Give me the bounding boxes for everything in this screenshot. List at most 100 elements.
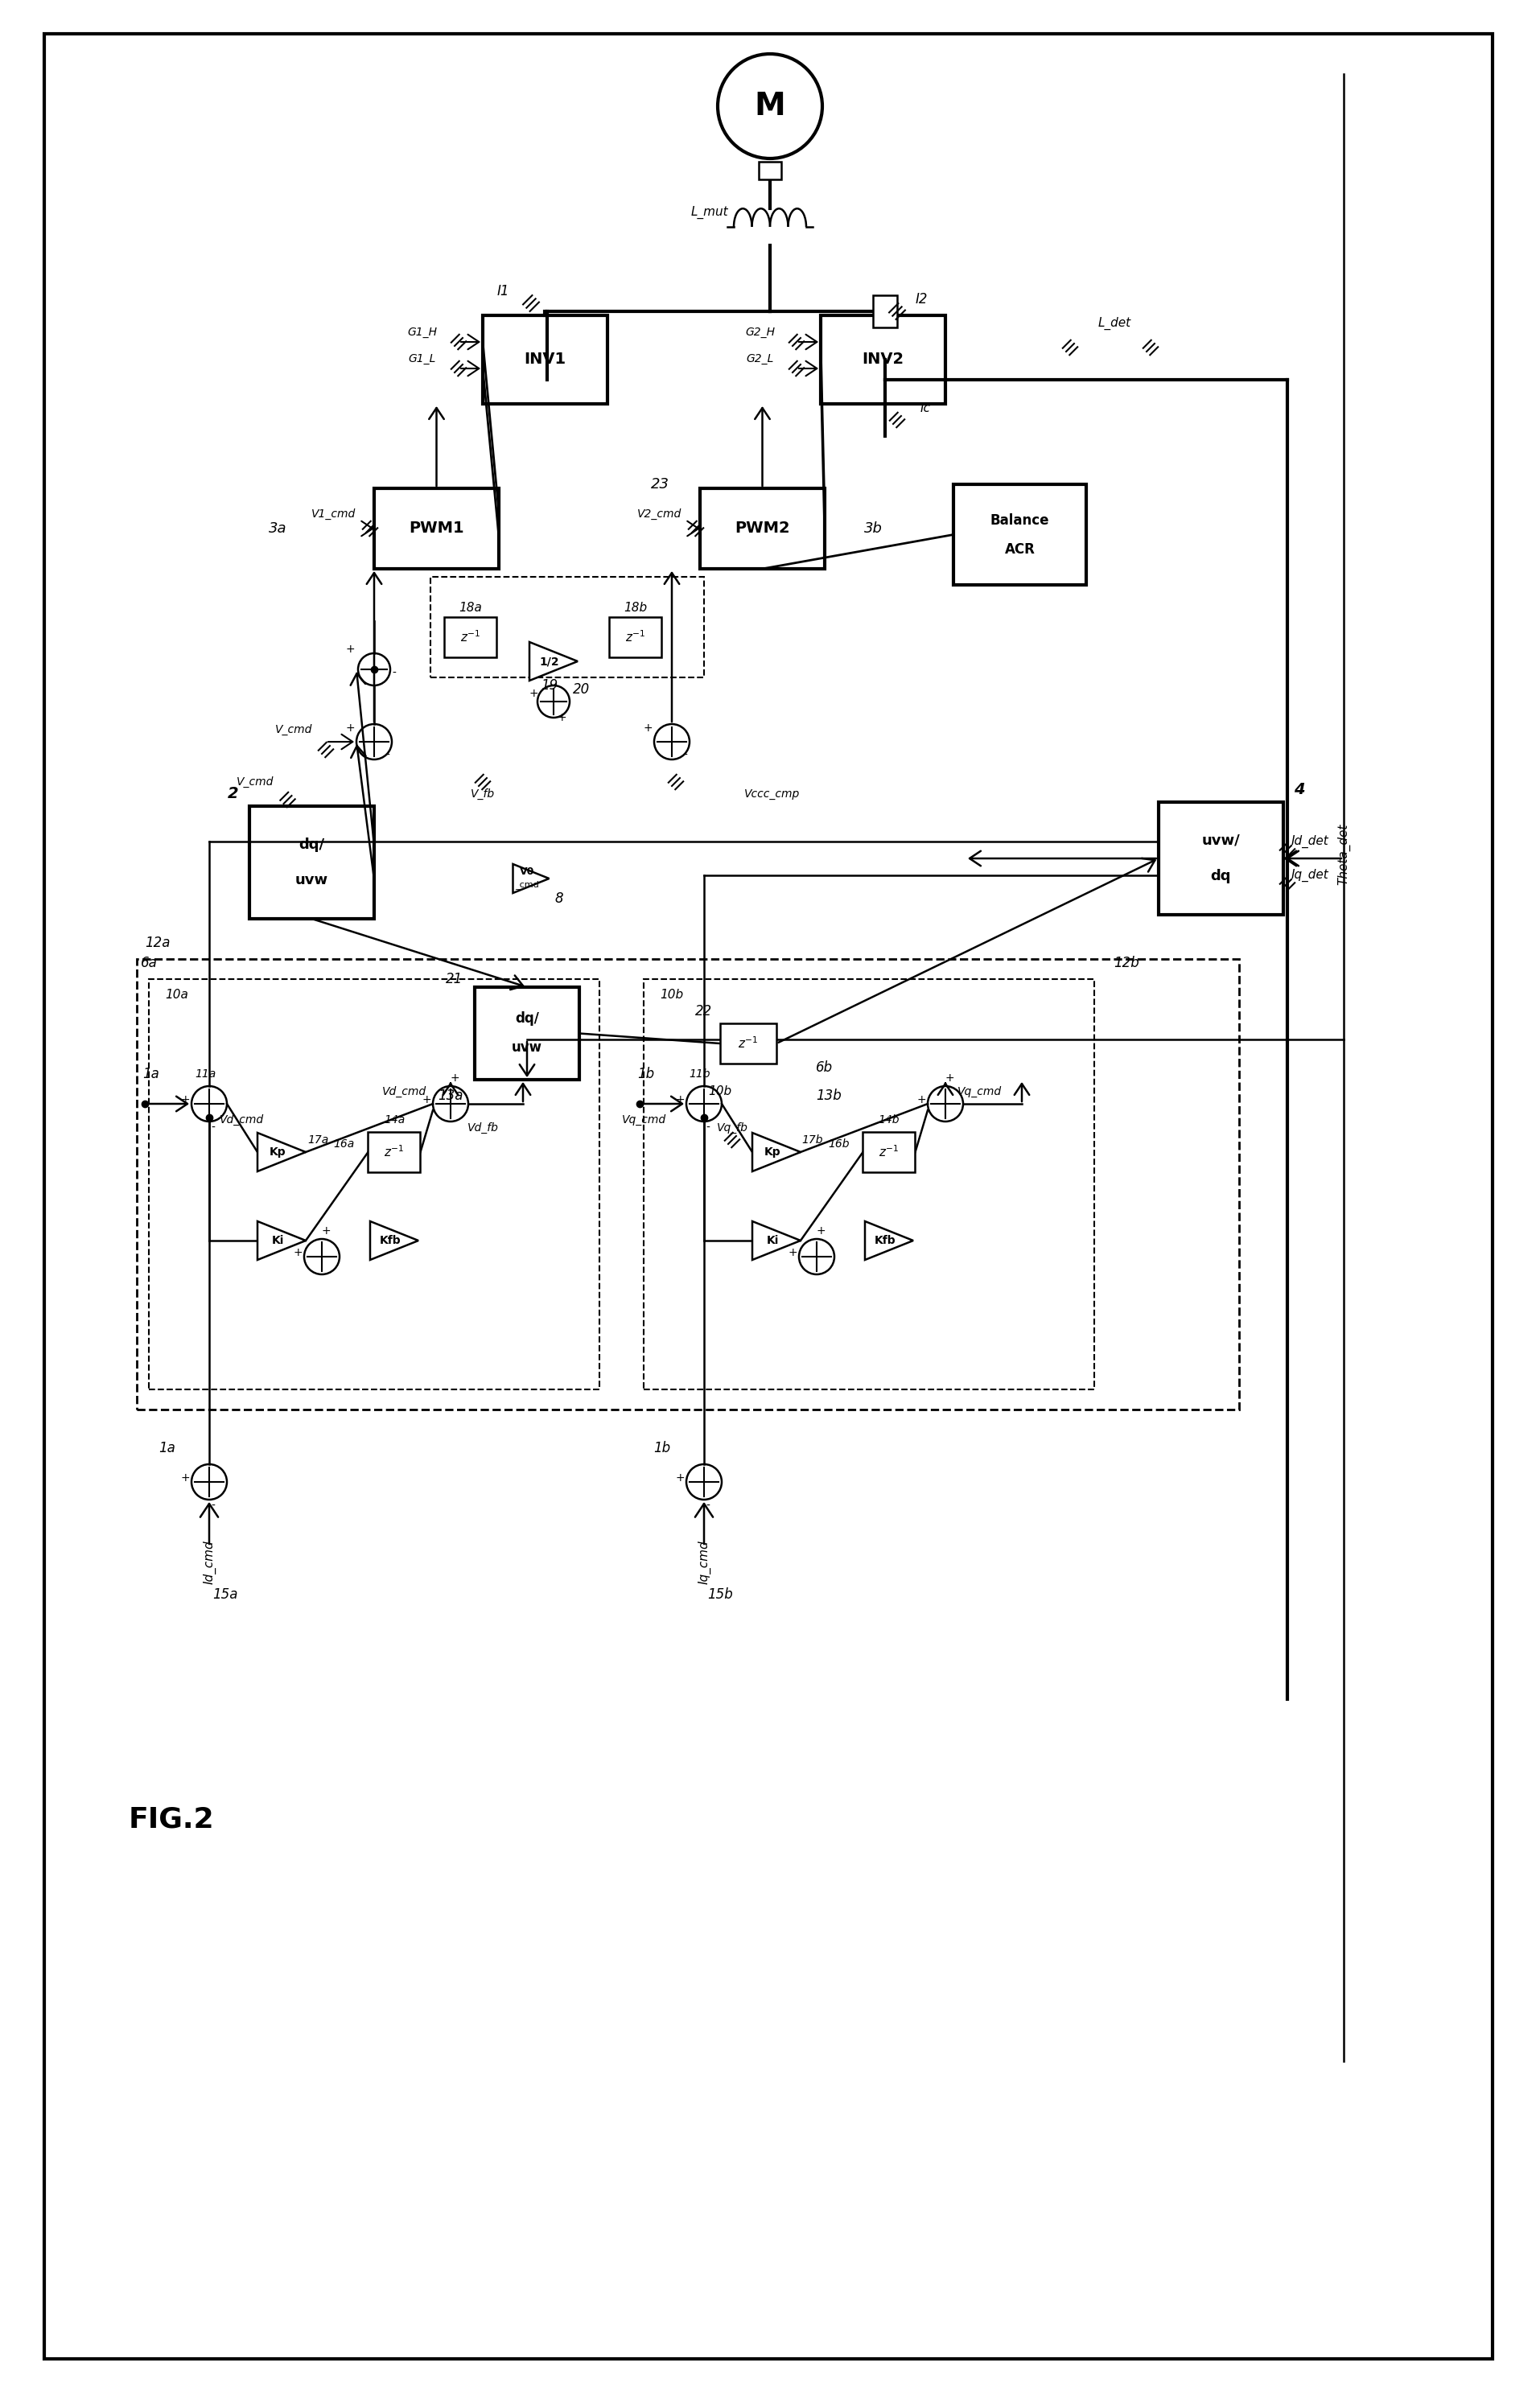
- Bar: [368, 1132, 420, 1172]
- Text: 22: 22: [695, 1003, 711, 1018]
- Text: Theta_det: Theta_det: [1337, 825, 1349, 884]
- Text: Kfb: Kfb: [379, 1234, 400, 1246]
- Text: +: +: [944, 1072, 953, 1084]
- Text: +: +: [787, 1246, 796, 1258]
- Text: dq/: dq/: [514, 1013, 539, 1027]
- Text: PWM1: PWM1: [408, 522, 464, 536]
- Bar: [953, 484, 1086, 584]
- Text: 10b: 10b: [659, 989, 682, 1001]
- Text: +: +: [528, 689, 537, 698]
- Text: 10a: 10a: [165, 989, 188, 1001]
- Text: +: +: [556, 713, 567, 724]
- Text: 6a: 6a: [140, 956, 157, 970]
- Bar: [374, 489, 499, 570]
- Text: Ki: Ki: [765, 1234, 778, 1246]
- Text: $z^{-1}$: $z^{-1}$: [383, 1144, 405, 1161]
- Text: Kp: Kp: [270, 1146, 286, 1158]
- Text: -: -: [211, 1122, 216, 1134]
- Text: 14a: 14a: [383, 1115, 405, 1125]
- Text: +: +: [450, 1072, 459, 1084]
- Text: I2: I2: [915, 293, 927, 307]
- Text: V1_cmd: V1_cmd: [311, 508, 356, 519]
- Text: uvw: uvw: [296, 872, 328, 886]
- Text: 16a: 16a: [333, 1139, 354, 1149]
- Text: _cmd: _cmd: [514, 882, 539, 889]
- Bar: [430, 577, 704, 677]
- Text: V_fb: V_fb: [470, 789, 494, 801]
- Text: 15a: 15a: [213, 1587, 237, 1601]
- Text: V0: V0: [519, 867, 534, 877]
- Text: Ic: Ic: [919, 403, 930, 415]
- Text: -: -: [385, 751, 390, 760]
- Text: 21: 21: [445, 972, 464, 987]
- Text: 17b: 17b: [801, 1134, 822, 1146]
- Text: 19: 19: [541, 679, 557, 693]
- Text: Vq_cmd: Vq_cmd: [956, 1087, 1001, 1099]
- Text: uvw: uvw: [511, 1041, 542, 1056]
- Text: Vd_fb: Vd_fb: [467, 1122, 497, 1134]
- Text: 14b: 14b: [878, 1115, 899, 1125]
- Bar: [445, 617, 496, 658]
- Text: +: +: [675, 1473, 684, 1485]
- Polygon shape: [257, 1132, 305, 1172]
- Text: I1: I1: [496, 284, 508, 298]
- Text: 13b: 13b: [816, 1089, 841, 1103]
- Text: 1/2: 1/2: [539, 655, 559, 667]
- Text: -: -: [393, 667, 396, 679]
- Text: uvw/: uvw/: [1201, 834, 1240, 848]
- Text: V2_cmd: V2_cmd: [638, 508, 682, 519]
- Text: Kfb: Kfb: [873, 1234, 895, 1246]
- Text: M: M: [755, 91, 785, 122]
- Text: 20: 20: [573, 682, 590, 696]
- Text: $z^{-1}$: $z^{-1}$: [460, 629, 480, 646]
- Text: 1b: 1b: [653, 1442, 670, 1456]
- Bar: [699, 489, 824, 570]
- Text: Kp: Kp: [764, 1146, 781, 1158]
- Bar: [610, 617, 662, 658]
- Text: ACR: ACR: [1004, 541, 1035, 555]
- Text: 4: 4: [1294, 782, 1304, 798]
- Bar: [482, 315, 607, 403]
- Text: +: +: [180, 1473, 189, 1485]
- Text: $z^{-1}$: $z^{-1}$: [878, 1144, 899, 1161]
- Polygon shape: [513, 865, 548, 894]
- Text: 15b: 15b: [707, 1587, 733, 1601]
- Text: V_cmd: V_cmd: [237, 777, 274, 789]
- Polygon shape: [257, 1220, 305, 1261]
- Text: -: -: [684, 751, 687, 760]
- Text: G1_L: G1_L: [408, 353, 436, 365]
- Polygon shape: [864, 1220, 913, 1261]
- Polygon shape: [370, 1220, 419, 1261]
- Text: Iq_det: Iq_det: [1291, 870, 1329, 882]
- Bar: [1158, 803, 1283, 915]
- Text: -: -: [211, 1501, 216, 1511]
- Text: 10b: 10b: [708, 1087, 732, 1099]
- Text: 1b: 1b: [638, 1068, 654, 1082]
- Text: +: +: [422, 1094, 431, 1106]
- Bar: [719, 1022, 776, 1063]
- Text: Balance: Balance: [990, 512, 1049, 527]
- Bar: [758, 162, 781, 179]
- Text: dq/: dq/: [299, 836, 325, 853]
- Text: 3b: 3b: [864, 522, 882, 536]
- Text: 8: 8: [554, 891, 562, 906]
- Text: +: +: [320, 1225, 331, 1237]
- Bar: [821, 315, 946, 403]
- Text: 18a: 18a: [459, 601, 482, 612]
- Text: +: +: [345, 643, 354, 655]
- Text: V_cmd: V_cmd: [274, 724, 313, 736]
- Text: 1a: 1a: [143, 1068, 160, 1082]
- Text: G2_L: G2_L: [745, 353, 773, 365]
- Text: Iq_cmd: Iq_cmd: [698, 1539, 710, 1585]
- Text: 6b: 6b: [816, 1060, 833, 1075]
- Text: 2: 2: [228, 786, 239, 801]
- Bar: [149, 979, 599, 1389]
- Text: Vd_cmd: Vd_cmd: [219, 1115, 263, 1125]
- Bar: [474, 987, 579, 1079]
- Polygon shape: [752, 1132, 801, 1172]
- Text: L_mut: L_mut: [690, 205, 728, 219]
- Text: 18b: 18b: [624, 601, 647, 612]
- Bar: [249, 805, 374, 920]
- Text: 13a: 13a: [437, 1089, 464, 1103]
- Polygon shape: [752, 1220, 801, 1261]
